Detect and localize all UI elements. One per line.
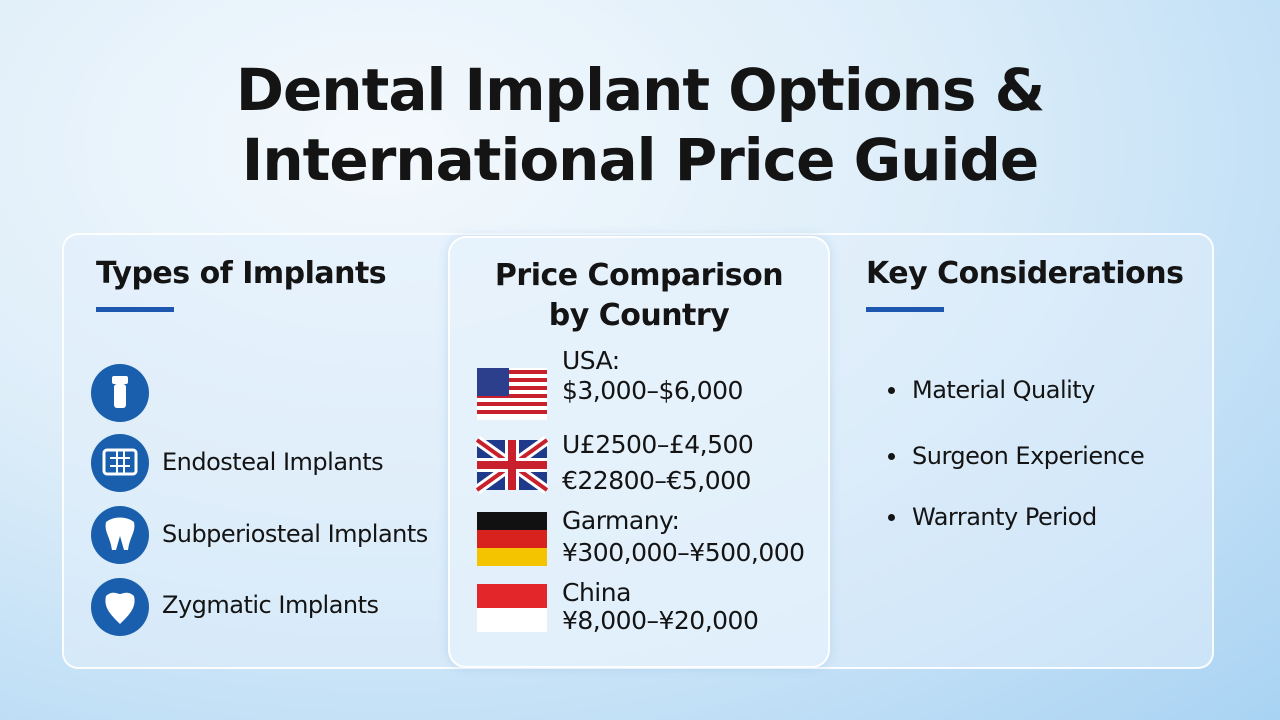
- underline: [866, 307, 944, 312]
- title-line: Dental Implant Options &: [235, 56, 1045, 124]
- type-item: Subperiosteal Implants: [162, 520, 428, 548]
- consideration-item: Material Quality: [912, 376, 1095, 404]
- consideration-item: Warranty Period: [912, 503, 1097, 531]
- title-line: International Price Guide: [241, 126, 1039, 194]
- price-line: China: [562, 578, 631, 607]
- price-line: Garmany:: [562, 506, 680, 535]
- price-line: USA:: [562, 346, 620, 375]
- section-heading: Price Comparison: [494, 258, 784, 293]
- section-heading: Types of Implants: [96, 256, 387, 291]
- section-heading: Key Considerations: [866, 256, 1184, 291]
- flags: [476, 368, 548, 632]
- price-line: $3,000–$6,000: [562, 376, 743, 405]
- price-line: ¥8,000–¥20,000: [562, 606, 759, 635]
- type-icons: [91, 364, 149, 636]
- bullet: [888, 387, 895, 394]
- price-line: U£2500–£4,500: [562, 430, 754, 459]
- price-line: €22800–€5,000: [562, 466, 751, 495]
- consideration-item: Surgeon Experience: [912, 442, 1145, 470]
- section-heading: by Country: [548, 298, 730, 333]
- bullet: [888, 453, 895, 460]
- price-line: ¥300,000–¥500,000: [562, 538, 805, 567]
- type-item: Zygmatic Implants: [162, 591, 379, 619]
- bullet: [888, 514, 895, 521]
- type-item: Endosteal Implants: [162, 448, 384, 476]
- underline: [96, 307, 174, 312]
